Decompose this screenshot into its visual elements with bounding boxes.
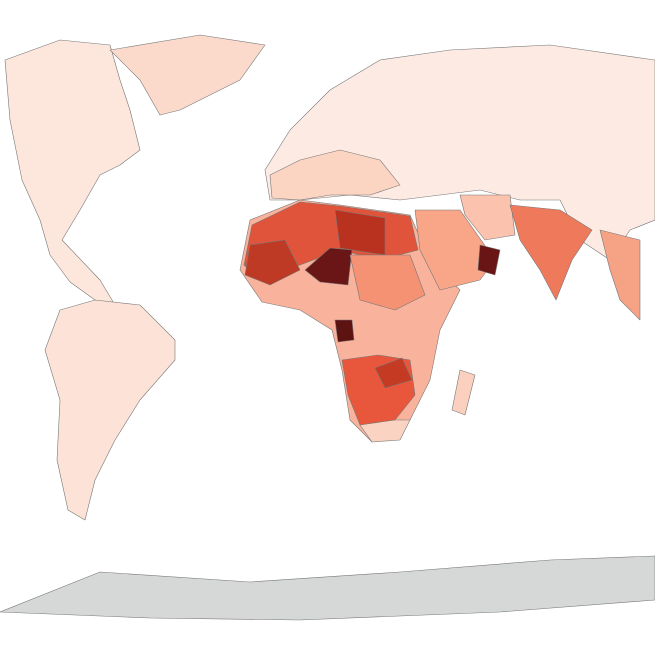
madagascar	[451, 369, 476, 416]
antarctica	[0, 555, 655, 621]
india	[509, 204, 593, 301]
southeast-asia	[599, 229, 641, 321]
south-america	[44, 299, 176, 521]
arabia	[414, 209, 496, 291]
niger	[304, 247, 353, 286]
greenland	[109, 34, 266, 116]
south-africa	[359, 419, 411, 443]
mali	[244, 239, 301, 286]
north-america	[4, 39, 141, 306]
oman	[477, 244, 501, 276]
libya	[334, 209, 386, 256]
zambia	[374, 357, 413, 389]
iran	[459, 194, 516, 241]
gabon	[334, 319, 355, 343]
eurasia	[264, 44, 655, 261]
europe	[269, 149, 401, 201]
central-africa	[349, 254, 426, 311]
